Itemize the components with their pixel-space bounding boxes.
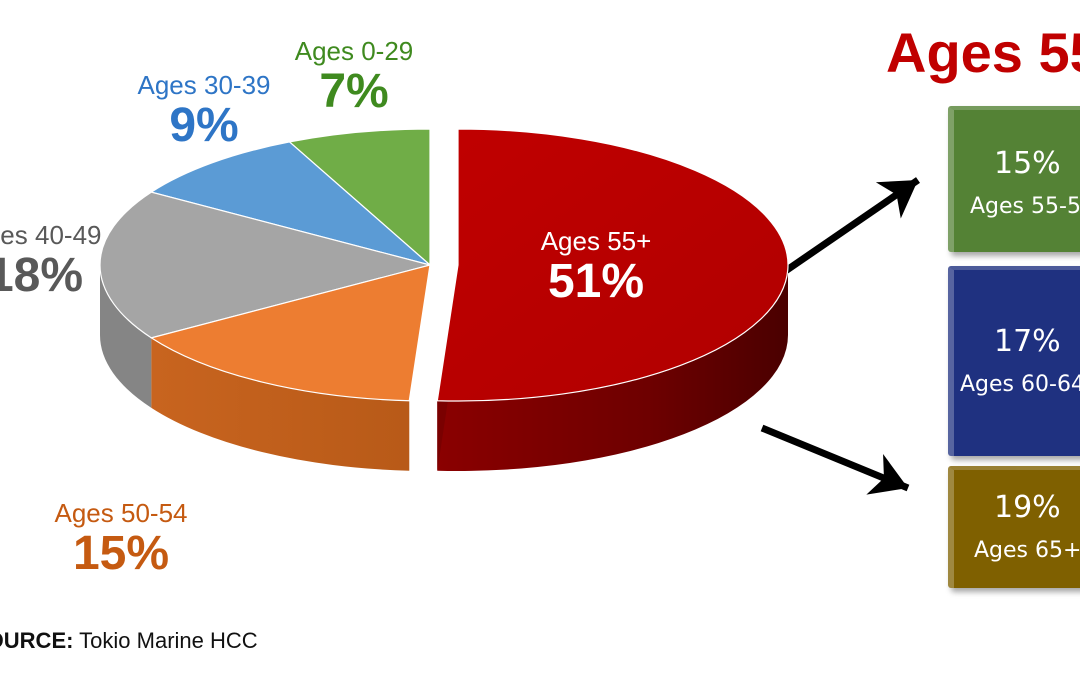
breakdown-box-60-64: 17% Ages 60-64 [948,266,1080,456]
slice-top-ages-0-29 [288,128,431,267]
arrow-down-head [866,453,908,495]
slice-percent: 7% [319,65,389,118]
breakdown-percent: 17% [994,324,1061,359]
slice-side-3 [151,337,410,471]
slice-label-ages-55-plus: Ages 55+ 51% [516,226,676,308]
breakdown-title: Ages 55+ [886,21,1080,84]
source-note: SOURCE: Tokio Marine HCC [0,628,258,654]
slice-name: Ages 0-29 [294,36,414,66]
source-label: SOURCE: [0,628,74,653]
source-text: Tokio Marine HCC [79,628,258,653]
slice-percent: 15% [72,527,170,580]
breakdown-box-55-59: 15% Ages 55-59 [948,106,1080,252]
slice-percent: 51% [547,255,645,308]
breakdown-percent: 15% [994,146,1061,181]
slice-name: Ages 40-49 [0,220,102,250]
pie-tops [99,128,789,402]
slice-top-ages-40-49 [99,191,433,339]
slice-side-2 [100,265,152,408]
slice-name: Ages 50-54 [54,498,188,528]
slice-percent: 18% [0,249,84,302]
slice-top-ages-50-54 [149,264,431,402]
arrows [760,177,920,495]
slice-label-ages-50-54: Ages 50-54 15% [46,498,196,580]
arrow-up-head [875,180,918,219]
slice-percent: 9% [169,99,239,152]
breakdown-box-65-plus: 19% Ages 65+ [948,466,1080,588]
slice-label-ages-0-29: Ages 0-29 7% [288,36,420,118]
slice-name: Ages 55+ [540,226,652,256]
breakdown-label: Ages 65+ [974,538,1080,563]
breakdown-percent: 19% [994,490,1061,525]
breakdown-label: Ages 60-64 [960,372,1080,397]
slice-top-ages-30-39 [149,141,431,266]
breakdown-label: Ages 55-59 [970,194,1080,219]
slice-label-ages-30-39: Ages 30-39 9% [130,70,278,152]
arrow-down-shaft [760,424,910,492]
slice-top-ages-55- [436,128,789,402]
arrow-up-shaft [782,177,920,275]
slice-name: Ages 30-39 [137,70,271,100]
slice-side-4 [437,265,788,471]
slice-label-ages-40-49: Ages 40-49 18% [0,220,110,302]
